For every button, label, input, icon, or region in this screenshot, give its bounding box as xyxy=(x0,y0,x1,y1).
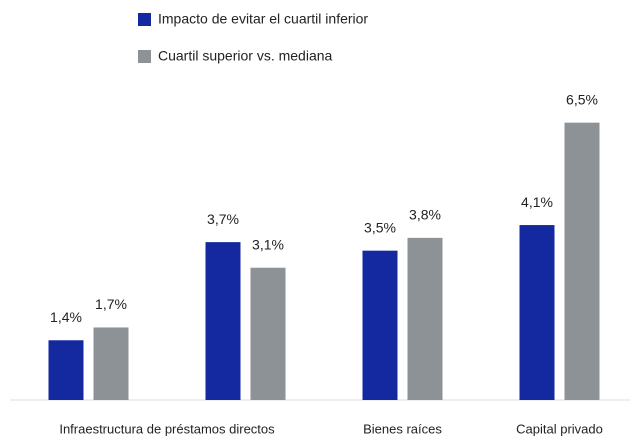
bar xyxy=(407,237,443,400)
bar xyxy=(205,242,241,400)
legend-swatch xyxy=(138,13,151,26)
data-label: 1,4% xyxy=(50,309,82,325)
bar xyxy=(48,340,84,400)
data-label: 3,5% xyxy=(364,219,396,235)
bar xyxy=(519,225,555,400)
data-label: 3,1% xyxy=(252,236,284,252)
data-label: 1,7% xyxy=(95,296,127,312)
x-tick-label: Bienes raíces xyxy=(363,421,442,436)
legend-label: Cuartil superior vs. mediana xyxy=(158,48,333,64)
data-label: 3,8% xyxy=(409,207,441,223)
bar xyxy=(564,122,600,401)
x-tick-label: Capital privado xyxy=(516,421,603,436)
bar xyxy=(250,267,286,400)
data-label: 4,1% xyxy=(521,194,553,210)
bar xyxy=(362,250,398,400)
bar xyxy=(93,327,129,400)
x-tick-label: Infraestructura de préstamos directos xyxy=(59,421,275,436)
data-label: 3,7% xyxy=(207,211,239,227)
legend-swatch xyxy=(138,50,151,63)
legend-label: Impacto de evitar el cuartil inferior xyxy=(158,11,368,27)
data-label: 6,5% xyxy=(566,91,598,107)
